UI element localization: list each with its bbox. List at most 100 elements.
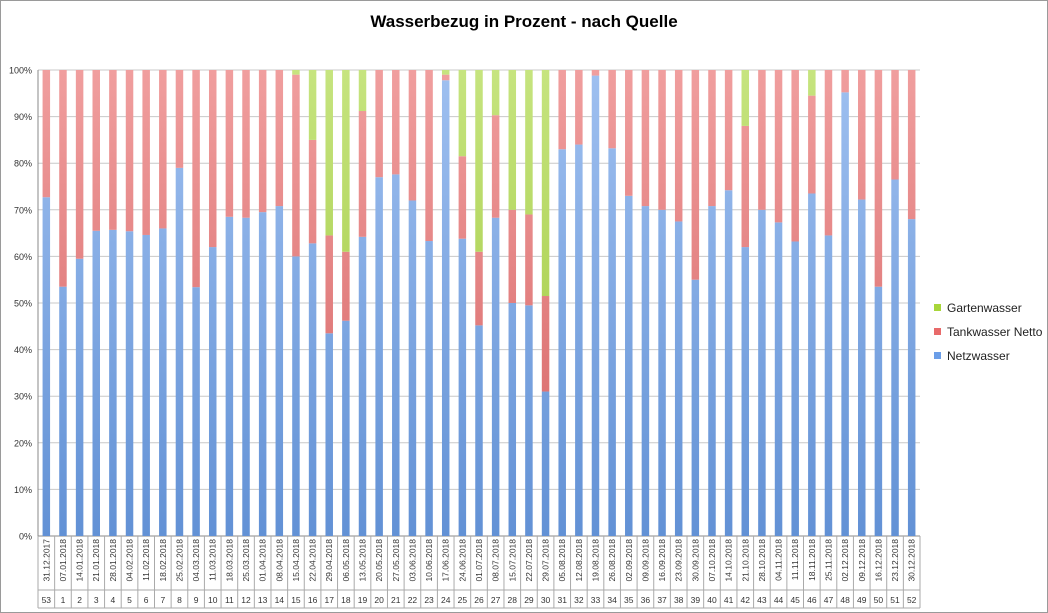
bar-segment bbox=[841, 70, 849, 93]
bar-segment bbox=[491, 217, 500, 537]
bar-segment bbox=[292, 74, 300, 257]
bar-segment bbox=[841, 92, 849, 537]
x-tick-label: 01.04.2018 bbox=[258, 539, 268, 582]
x-tick-label: 17.06.2018 bbox=[441, 539, 451, 582]
bar-segment bbox=[525, 70, 533, 215]
week-number-label: 31 bbox=[557, 595, 567, 605]
y-tick-label: 70% bbox=[14, 205, 32, 215]
x-tick-label: 15.04.2018 bbox=[291, 539, 301, 582]
week-number-label: 9 bbox=[194, 595, 199, 605]
bar-segment bbox=[42, 70, 51, 198]
week-number-label: 28 bbox=[508, 595, 518, 605]
week-number-label: 25 bbox=[458, 595, 468, 605]
week-number-label: 23 bbox=[424, 595, 434, 605]
x-tick-label: 04.02.2018 bbox=[125, 539, 135, 582]
bar-segment bbox=[674, 70, 683, 222]
week-number-label: 3 bbox=[94, 595, 99, 605]
bar-segment bbox=[874, 286, 883, 536]
week-number-label: 8 bbox=[177, 595, 182, 605]
bar-segment bbox=[325, 333, 333, 536]
bar-segment bbox=[907, 219, 916, 536]
legend-swatch-netzwasser bbox=[934, 352, 941, 360]
week-number-label: 4 bbox=[111, 595, 116, 605]
x-tick-label: 10.06.2018 bbox=[424, 539, 434, 582]
x-tick-label: 20.05.2018 bbox=[374, 539, 384, 582]
y-tick-label: 90% bbox=[14, 112, 32, 122]
bar-segment bbox=[741, 125, 750, 248]
x-tick-label: 14.01.2018 bbox=[75, 539, 85, 582]
week-number-label: 27 bbox=[491, 595, 501, 605]
bar-segment bbox=[525, 305, 533, 536]
bar-segment bbox=[758, 209, 766, 537]
bar-segment bbox=[392, 174, 400, 536]
x-tick-label: 18.03.2018 bbox=[224, 539, 234, 582]
x-tick-label: 03.06.2018 bbox=[407, 539, 417, 582]
bar-segment bbox=[558, 70, 566, 150]
x-tick-label: 21.01.2018 bbox=[91, 539, 101, 582]
bar-segment bbox=[508, 209, 517, 303]
bar-segment bbox=[258, 70, 267, 213]
bar-segment bbox=[392, 70, 400, 175]
bar-segment bbox=[791, 241, 799, 536]
bar-segment bbox=[208, 247, 217, 536]
week-number-label: 26 bbox=[474, 595, 484, 605]
bar-segment bbox=[541, 296, 550, 392]
x-tick-label: 25.02.2018 bbox=[174, 539, 184, 582]
bar-segment bbox=[242, 70, 250, 218]
bar-segment bbox=[575, 144, 583, 536]
bar-segment bbox=[641, 70, 650, 207]
x-tick-label: 18.02.2018 bbox=[158, 539, 168, 582]
bar-segment bbox=[608, 70, 616, 149]
bar-segment bbox=[109, 70, 117, 230]
bar-segment bbox=[791, 70, 799, 242]
week-number-label: 38 bbox=[674, 595, 684, 605]
bar-segment bbox=[558, 149, 566, 536]
bar-segment bbox=[308, 139, 317, 244]
bar-segment bbox=[658, 209, 666, 537]
week-number-label: 22 bbox=[408, 595, 418, 605]
bar-segment bbox=[42, 197, 51, 536]
week-number-label: 41 bbox=[724, 595, 734, 605]
bar-segment bbox=[708, 70, 716, 207]
bar-segment bbox=[325, 70, 333, 236]
x-tick-label: 16.12.2018 bbox=[873, 539, 883, 582]
week-number-label: 18 bbox=[341, 595, 351, 605]
week-number-label: 5 bbox=[127, 595, 132, 605]
bar-segment bbox=[292, 256, 300, 536]
week-number-label: 17 bbox=[324, 595, 334, 605]
x-tick-label: 06.05.2018 bbox=[341, 539, 351, 582]
bar-segment bbox=[342, 70, 350, 252]
bar-segment bbox=[59, 70, 67, 287]
legend-item-gartenwasser: Gartenwasser bbox=[934, 300, 1042, 324]
week-number-label: 42 bbox=[741, 595, 751, 605]
bar-segment bbox=[774, 222, 783, 536]
x-tick-label: 12.08.2018 bbox=[574, 539, 584, 582]
bar-segment bbox=[342, 251, 350, 321]
x-tick-label: 22.04.2018 bbox=[308, 539, 318, 582]
x-tick-label: 07.10.2018 bbox=[707, 539, 717, 582]
bar-segment bbox=[75, 70, 84, 259]
x-tick-label: 07.01.2018 bbox=[58, 539, 68, 582]
y-tick-label: 60% bbox=[14, 252, 32, 262]
week-number-label: 19 bbox=[358, 595, 368, 605]
y-tick-label: 0% bbox=[19, 532, 32, 542]
week-number-label: 40 bbox=[707, 595, 717, 605]
bar-segment bbox=[758, 70, 766, 210]
bar-segment bbox=[658, 70, 666, 210]
x-tick-label: 09.09.2018 bbox=[640, 539, 650, 582]
x-tick-label: 19.08.2018 bbox=[590, 539, 600, 582]
bar-segment bbox=[625, 70, 633, 196]
week-number-label: 49 bbox=[857, 595, 867, 605]
bar-segment bbox=[608, 148, 616, 536]
bar-segment bbox=[59, 286, 67, 536]
week-number-label: 44 bbox=[774, 595, 784, 605]
week-number-label: 39 bbox=[691, 595, 701, 605]
bar-segment bbox=[242, 217, 250, 537]
x-tick-label: 23.12.2018 bbox=[890, 539, 900, 582]
bar-segment bbox=[674, 221, 683, 536]
week-number-label: 33 bbox=[591, 595, 601, 605]
bar-segment bbox=[275, 206, 284, 536]
week-number-label: 21 bbox=[391, 595, 401, 605]
